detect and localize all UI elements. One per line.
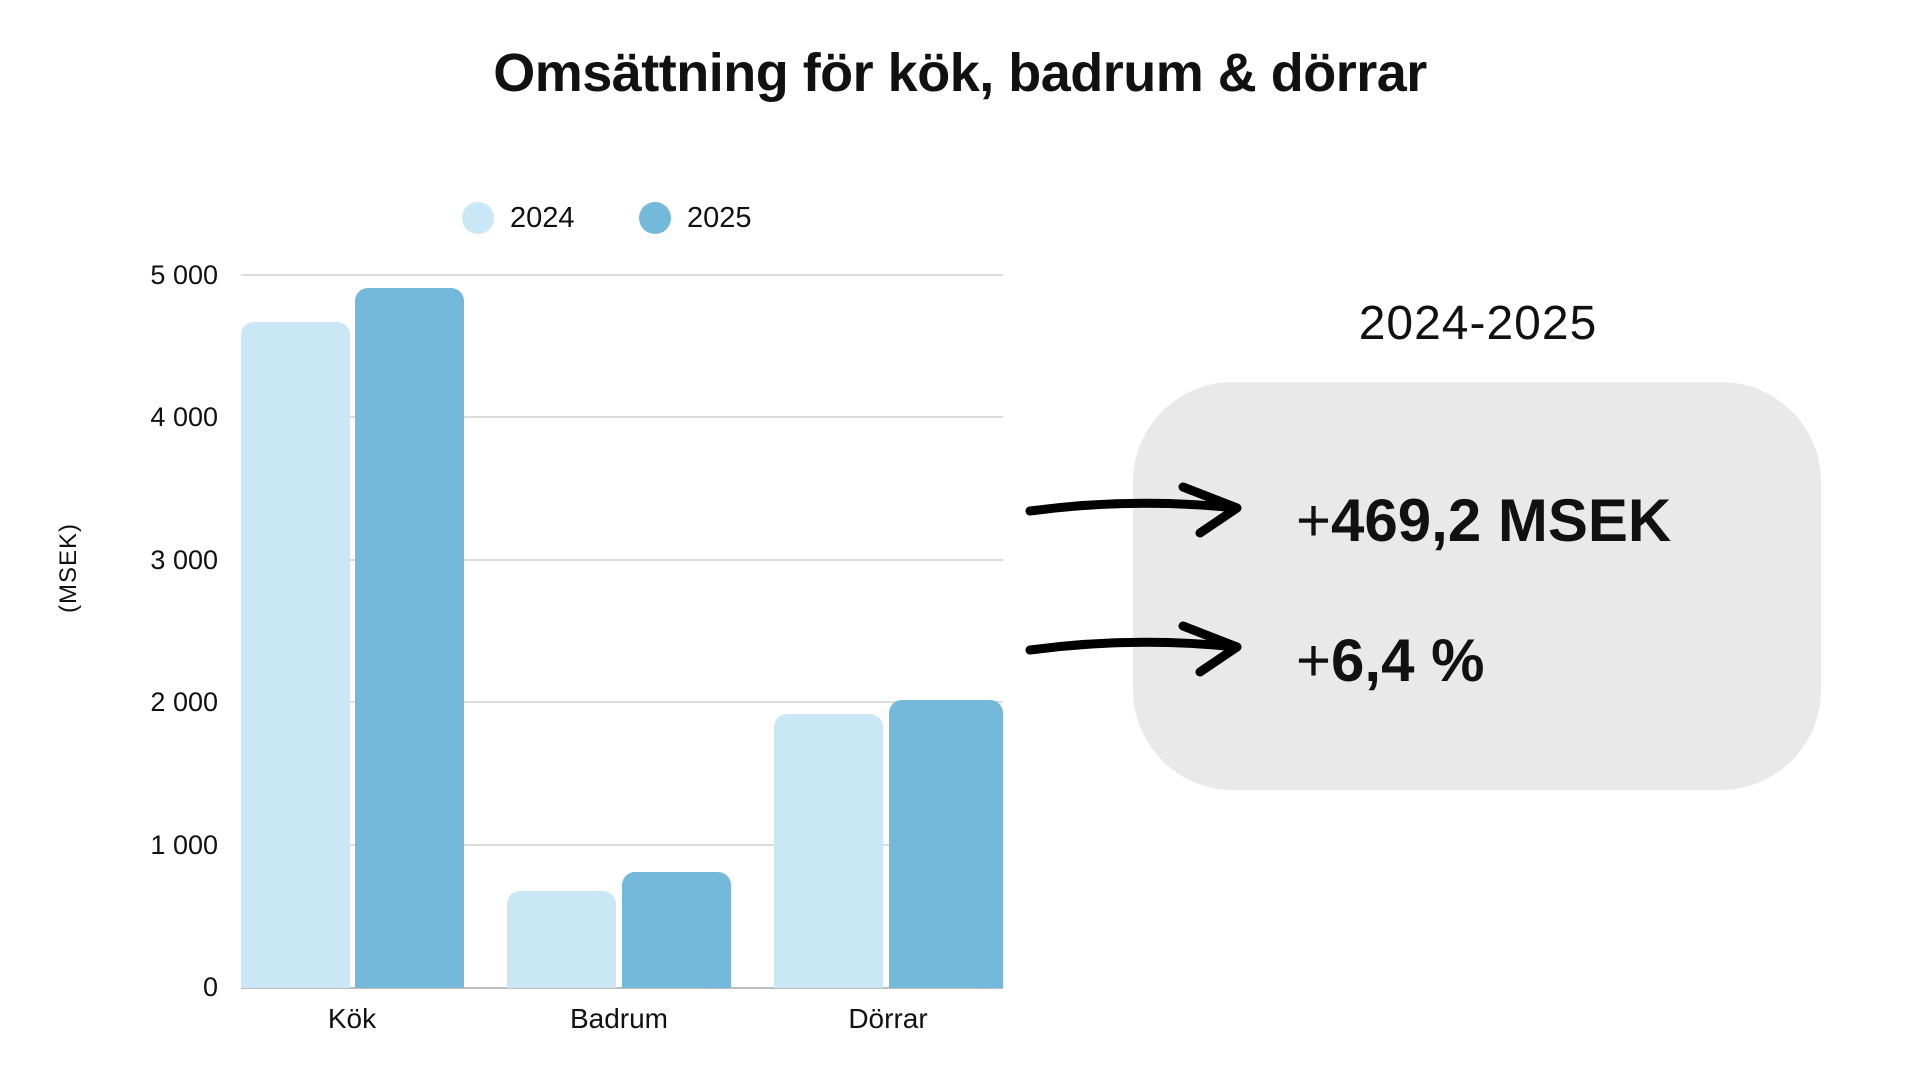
change-percent: +6,4 %	[1296, 626, 1484, 696]
gridline-1000	[241, 844, 1003, 846]
y-tick-2000: 2 000	[150, 687, 218, 717]
legend-label-2024: 2024	[510, 202, 575, 234]
change-absolute: +469,2 MSEK	[1296, 486, 1671, 556]
x-label-badrum: Badrum	[569, 1003, 669, 1034]
legend-swatch-2024	[462, 202, 494, 234]
gridline-2000	[241, 701, 1003, 703]
y-tick-4000: 4 000	[150, 402, 218, 432]
chart-title: Omsättning för kök, badrum & dörrar	[493, 43, 1427, 103]
y-tick-5000: 5 000	[150, 260, 218, 290]
summary-box	[1133, 382, 1821, 790]
y-tick-3000: 3 000	[150, 545, 218, 575]
x-label-kok: Kök	[327, 1003, 377, 1034]
bar-badrum-2024	[507, 891, 616, 988]
legend-label-2025: 2025	[687, 202, 752, 234]
bar-kok-2024	[241, 322, 350, 988]
summary-period: 2024-2025	[1358, 297, 1598, 350]
change-percent-value: 6,4 %	[1331, 627, 1485, 694]
x-label-dorrar: Dörrar	[848, 1003, 928, 1034]
change-percent-sign: +	[1296, 627, 1332, 694]
y-axis-title: (MSEK)	[55, 523, 82, 613]
gridline-3000	[241, 559, 1003, 561]
bar-badrum-2025	[622, 872, 731, 988]
legend-item-2025: 2025	[639, 200, 752, 236]
legend-swatch-2025	[639, 202, 671, 234]
y-tick-0: 0	[202, 972, 218, 1002]
legend-item-2024: 2024	[462, 200, 575, 236]
bar-kok-2025	[355, 288, 464, 988]
bar-dorrar-2025	[889, 700, 1003, 988]
change-absolute-value: 469,2 MSEK	[1331, 487, 1672, 554]
x-axis-baseline	[241, 987, 1003, 989]
gridline-5000	[241, 274, 1003, 276]
bar-dorrar-2024	[774, 714, 883, 988]
change-absolute-sign: +	[1296, 487, 1332, 554]
y-tick-1000: 1 000	[150, 830, 218, 860]
gridline-4000	[241, 416, 1003, 418]
